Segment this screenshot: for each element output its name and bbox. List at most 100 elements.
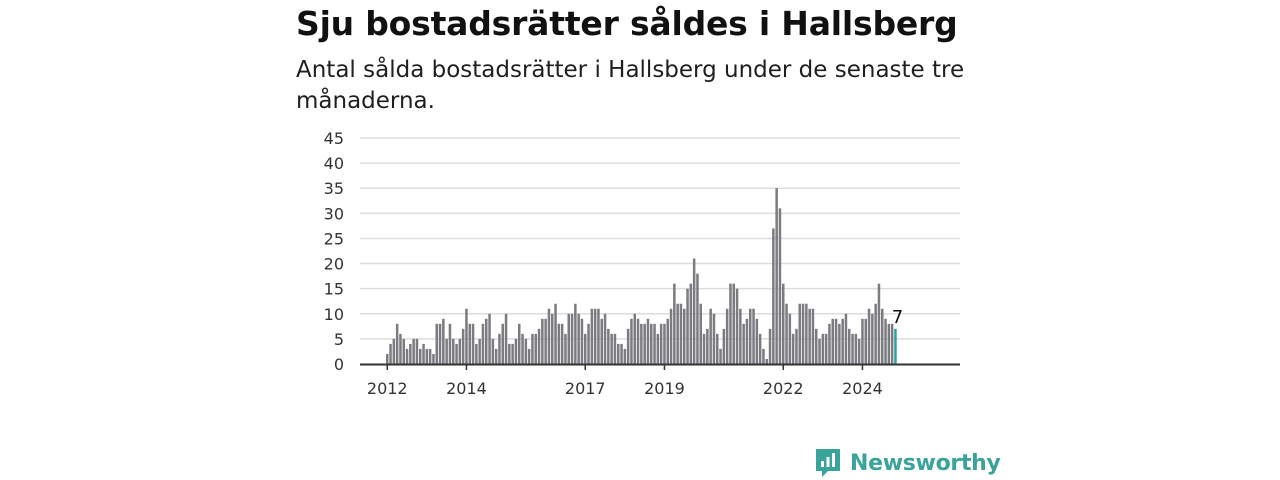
bar [419, 348, 422, 364]
y-tick-label: 40 [324, 154, 344, 173]
bar [574, 303, 577, 364]
bar [821, 333, 825, 364]
bar [798, 303, 801, 364]
brand: Newsworthy [814, 446, 1001, 480]
newsworthy-logo-icon [816, 449, 840, 477]
bar [867, 308, 871, 364]
bar [405, 348, 409, 364]
bar [871, 313, 874, 364]
chart-card: Sju bostadsrätter såldes i Hallsberg Ant… [296, 0, 996, 480]
bar [620, 343, 623, 364]
bar [386, 353, 389, 364]
bar [877, 283, 881, 364]
bar [468, 323, 471, 364]
bar [640, 323, 643, 364]
bar [818, 338, 821, 364]
bar [415, 338, 419, 364]
y-tick-label: 15 [324, 280, 344, 299]
bar [755, 318, 759, 364]
bar [541, 318, 544, 364]
bar [666, 318, 669, 364]
bar [795, 328, 798, 364]
y-tick-label: 10 [324, 305, 344, 324]
bar [547, 308, 551, 364]
bar [676, 303, 679, 364]
bar [785, 303, 788, 364]
bar [656, 333, 660, 364]
bar [758, 333, 762, 364]
bar [508, 343, 511, 364]
bar [458, 338, 462, 364]
bar-highlight [894, 328, 897, 364]
bar [791, 333, 795, 364]
bar [653, 323, 656, 364]
bar [722, 328, 726, 364]
bar [890, 323, 894, 364]
bar [465, 308, 468, 364]
bar [597, 308, 600, 364]
bar [524, 338, 528, 364]
bar [686, 288, 689, 364]
bar [768, 328, 772, 364]
bar [580, 318, 584, 364]
bar [782, 283, 785, 364]
bar [679, 303, 683, 364]
bar [491, 338, 495, 364]
bar [683, 308, 686, 364]
bar [824, 333, 828, 364]
bar [719, 348, 722, 364]
bar [471, 323, 475, 364]
y-tick-label: 5 [334, 330, 344, 349]
bar [735, 288, 739, 364]
bar [805, 303, 808, 364]
bar [742, 323, 745, 364]
bar [590, 308, 594, 364]
bar [626, 328, 630, 364]
bar [709, 308, 712, 364]
bar [854, 333, 858, 364]
bar [531, 333, 534, 364]
bar [881, 308, 884, 364]
bar [725, 308, 729, 364]
bar [808, 308, 811, 364]
bar [501, 323, 504, 364]
bar [412, 338, 415, 364]
bar [669, 308, 673, 364]
bar [801, 303, 805, 364]
bar [514, 338, 518, 364]
bar [887, 323, 891, 364]
bar [673, 283, 676, 364]
bar [564, 333, 567, 364]
bar [445, 338, 448, 364]
chart-subtitle: Antal sålda bostadsrätter i Hallsberg un… [296, 57, 965, 114]
bar [607, 328, 610, 364]
bar [560, 323, 564, 364]
bar [696, 273, 699, 364]
bar [811, 308, 815, 364]
bar [851, 333, 854, 364]
bar [478, 338, 481, 364]
bar [689, 283, 693, 364]
bar [874, 303, 877, 364]
bar [570, 313, 574, 364]
x-tick-label: 2017 [565, 379, 606, 398]
bar [603, 313, 607, 364]
bar [706, 328, 709, 364]
bar [762, 348, 765, 364]
chart-title: Sju bostadsrätter såldes i Hallsberg [296, 4, 958, 43]
bar [587, 323, 590, 364]
bar [584, 333, 587, 364]
bar [435, 323, 438, 364]
bar [494, 348, 498, 364]
bar [399, 333, 402, 364]
bar [511, 343, 514, 364]
x-tick-label: 2012 [367, 379, 408, 398]
bar [534, 333, 537, 364]
bar [752, 308, 755, 364]
bar [788, 313, 792, 364]
bar [702, 333, 706, 364]
bar [402, 338, 405, 364]
bar [613, 333, 617, 364]
bar [461, 328, 465, 364]
bar [765, 358, 768, 364]
